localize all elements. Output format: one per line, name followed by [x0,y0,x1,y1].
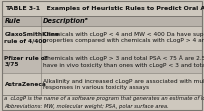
Bar [2,26,202,50]
Text: Chemicals with cLogP < 4 and MW < 400 Da have superior drug-like
properties comp: Chemicals with cLogP < 4 and MW < 400 Da… [43,32,204,43]
Text: TABLE 3-1   Examples of Heuristic Rules to Predict Oral Absorption: TABLE 3-1 Examples of Heuristic Rules to… [5,6,204,11]
Text: Pfizer rule of
3/75: Pfizer rule of 3/75 [4,56,48,67]
Bar [2,50,202,73]
Text: a  cLogP is the name of a software program that generates an estimate of logKₒᵂᵗ: a cLogP is the name of a software progra… [4,96,204,101]
Text: Abbreviations: MW, molecular weight; PSA, polar surface area.: Abbreviations: MW, molecular weight; PSA… [4,104,169,109]
Text: Rule: Rule [4,18,21,24]
Bar [2,73,202,95]
Text: AstraZeneca: AstraZeneca [4,82,46,87]
Bar [2,1,202,16]
Text: GlaxoSmithKline
rule of 4/400: GlaxoSmithKline rule of 4/400 [4,32,60,43]
Text: Descriptionᵃ: Descriptionᵃ [43,18,88,24]
Bar [2,16,202,26]
Text: Chemicals with cLogP > 3 and total PSA < 75 Å are 2.5 times more li-
have in viv: Chemicals with cLogP > 3 and total PSA <… [43,55,204,68]
Text: Alkalinity and increased cLogP are associated with multiple positive
responses i: Alkalinity and increased cLogP are assoc… [43,79,204,90]
